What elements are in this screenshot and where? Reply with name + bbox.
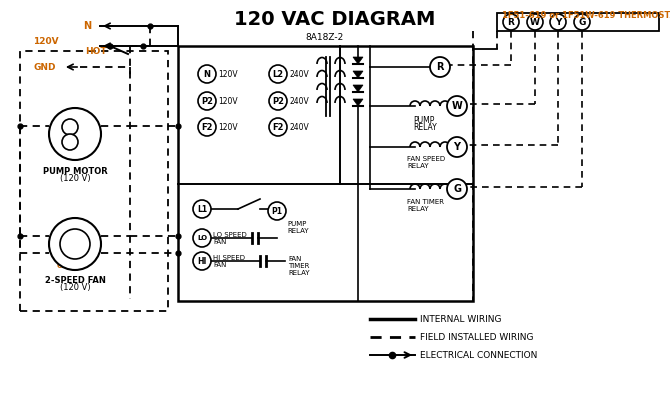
Text: 1F51-619 or 1F51W-619 THERMOSTAT: 1F51-619 or 1F51W-619 THERMOSTAT — [502, 11, 670, 20]
Circle shape — [503, 14, 519, 30]
Text: 120V: 120V — [33, 36, 59, 46]
Text: L1: L1 — [197, 204, 207, 214]
Text: R: R — [508, 18, 515, 26]
Text: FAN: FAN — [213, 262, 226, 268]
Circle shape — [447, 179, 467, 199]
Circle shape — [447, 137, 467, 157]
Circle shape — [574, 14, 590, 30]
Text: 120V: 120V — [218, 96, 238, 106]
Text: PUMP: PUMP — [287, 221, 306, 227]
Bar — [20, 51, 168, 311]
Text: RELAY: RELAY — [413, 123, 437, 132]
Circle shape — [198, 92, 216, 110]
Circle shape — [269, 92, 287, 110]
Text: P2: P2 — [201, 96, 213, 106]
Circle shape — [62, 134, 78, 150]
Bar — [497, 13, 659, 31]
Circle shape — [198, 65, 216, 83]
Text: N: N — [83, 21, 91, 31]
Text: FAN: FAN — [288, 256, 302, 262]
Text: LO: LO — [197, 235, 207, 241]
Circle shape — [447, 96, 467, 116]
Text: 2-SPEED FAN: 2-SPEED FAN — [45, 276, 105, 285]
Text: N: N — [204, 70, 210, 78]
Circle shape — [49, 218, 101, 270]
Text: Y: Y — [555, 18, 561, 26]
Text: RELAY: RELAY — [407, 206, 429, 212]
Text: HOT: HOT — [85, 47, 107, 55]
Text: P1: P1 — [271, 207, 283, 215]
Text: W: W — [452, 101, 462, 111]
Circle shape — [268, 202, 286, 220]
Text: RELAY: RELAY — [407, 163, 429, 169]
Text: HI SPEED: HI SPEED — [213, 255, 245, 261]
Text: TIMER: TIMER — [288, 263, 310, 269]
Text: COM: COM — [57, 263, 75, 269]
Circle shape — [269, 118, 287, 136]
Text: INTERNAL WIRING: INTERNAL WIRING — [420, 315, 502, 323]
Text: GND: GND — [33, 62, 56, 72]
Text: F2: F2 — [201, 122, 213, 132]
Text: W: W — [530, 18, 540, 26]
Text: RELAY: RELAY — [288, 270, 310, 276]
Text: 120V: 120V — [218, 122, 238, 132]
Circle shape — [62, 119, 78, 135]
Text: F2: F2 — [272, 122, 284, 132]
Text: 8A18Z-2: 8A18Z-2 — [305, 33, 343, 42]
Circle shape — [60, 229, 90, 259]
Text: L2: L2 — [273, 70, 283, 78]
Polygon shape — [353, 85, 363, 92]
Text: FAN SPEED: FAN SPEED — [407, 156, 445, 162]
Polygon shape — [353, 57, 363, 64]
Circle shape — [49, 108, 101, 160]
Text: G: G — [453, 184, 461, 194]
Circle shape — [550, 14, 566, 30]
Text: 240V: 240V — [289, 70, 309, 78]
Text: HI: HI — [63, 246, 71, 252]
Text: Y: Y — [454, 142, 460, 152]
Text: 240V: 240V — [289, 96, 309, 106]
Text: (120 V): (120 V) — [60, 174, 90, 183]
Text: LO: LO — [62, 237, 72, 243]
Circle shape — [193, 229, 211, 247]
Text: 120 VAC DIAGRAM: 120 VAC DIAGRAM — [234, 10, 436, 29]
Circle shape — [193, 252, 211, 270]
Text: P2: P2 — [272, 96, 284, 106]
Text: FAN: FAN — [213, 239, 226, 245]
Text: ELECTRICAL CONNECTION: ELECTRICAL CONNECTION — [420, 351, 537, 360]
Text: PUMP MOTOR: PUMP MOTOR — [43, 167, 107, 176]
Circle shape — [198, 118, 216, 136]
Polygon shape — [353, 99, 363, 106]
Text: RELAY: RELAY — [287, 228, 309, 234]
Text: 120V: 120V — [218, 70, 238, 78]
Polygon shape — [353, 71, 363, 78]
Circle shape — [193, 200, 211, 218]
Circle shape — [527, 14, 543, 30]
Text: (120 V): (120 V) — [60, 283, 90, 292]
Text: PUMP: PUMP — [413, 116, 434, 125]
Text: R: R — [436, 62, 444, 72]
Circle shape — [430, 57, 450, 77]
Text: G: G — [578, 18, 586, 26]
Text: FIELD INSTALLED WIRING: FIELD INSTALLED WIRING — [420, 333, 533, 341]
Bar — [178, 46, 473, 301]
Text: LO SPEED: LO SPEED — [213, 232, 247, 238]
Text: 240V: 240V — [289, 122, 309, 132]
Text: HI: HI — [197, 256, 206, 266]
Circle shape — [269, 65, 287, 83]
Text: FAN TIMER: FAN TIMER — [407, 199, 444, 205]
